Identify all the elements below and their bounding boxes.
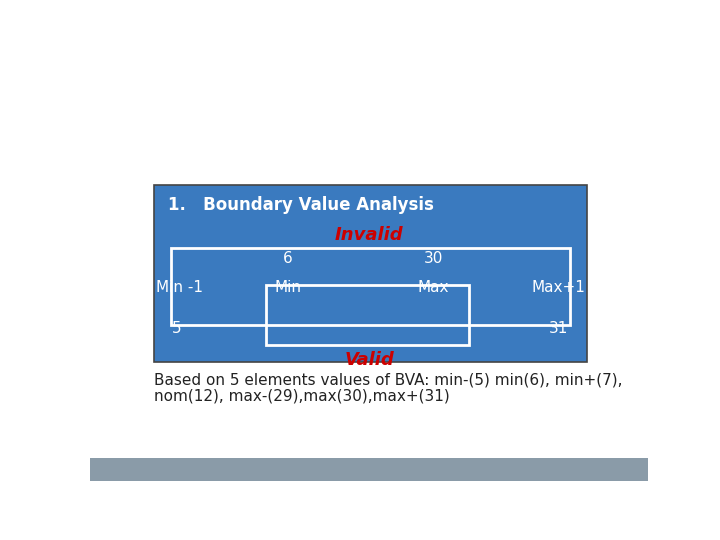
Text: 30: 30 bbox=[423, 251, 443, 266]
Text: Based on 5 elements values of BVA: min-(5) min(6), min+(7),: Based on 5 elements values of BVA: min-(… bbox=[154, 372, 623, 387]
Text: 31: 31 bbox=[549, 321, 568, 336]
Text: 1.   Boundary Value Analysis: 1. Boundary Value Analysis bbox=[168, 196, 434, 214]
Text: Max+1: Max+1 bbox=[532, 280, 585, 295]
Text: Min -1: Min -1 bbox=[156, 280, 203, 295]
Text: 5: 5 bbox=[171, 321, 181, 336]
Bar bbox=[90, 458, 648, 481]
Text: nom(12), max-(29),max(30),max+(31): nom(12), max-(29),max(30),max+(31) bbox=[154, 389, 450, 404]
Text: 6: 6 bbox=[283, 251, 293, 266]
Bar bbox=[266, 285, 469, 346]
Text: Max: Max bbox=[418, 280, 449, 295]
Bar bbox=[154, 185, 587, 362]
Text: Min: Min bbox=[274, 280, 302, 295]
Text: Valid: Valid bbox=[344, 351, 394, 369]
Bar bbox=[171, 248, 570, 325]
Text: Invalid: Invalid bbox=[335, 226, 403, 244]
